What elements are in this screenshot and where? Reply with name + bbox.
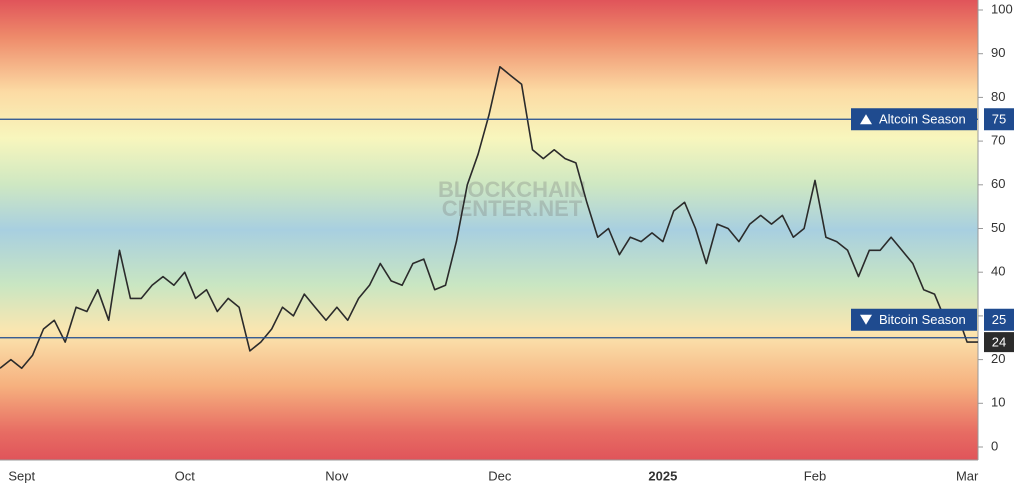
x-tick-label: Feb bbox=[804, 468, 826, 483]
y-tick-label: 100 bbox=[991, 1, 1013, 16]
y-tick-label: 80 bbox=[991, 89, 1005, 104]
reference-label: Altcoin Season bbox=[879, 112, 966, 127]
y-tick-label: 60 bbox=[991, 176, 1005, 191]
last-value-box bbox=[984, 332, 1014, 353]
x-tick-label: Mar bbox=[956, 468, 979, 483]
reference-icon bbox=[860, 114, 872, 125]
reference-value-box bbox=[984, 108, 1014, 131]
data-line bbox=[0, 66, 978, 370]
x-tick-label: Dec bbox=[488, 468, 512, 483]
watermark: CENTER.NET bbox=[442, 196, 583, 221]
plot-background bbox=[0, 0, 978, 460]
reference-value: 75 bbox=[992, 112, 1006, 127]
y-tick-label: 20 bbox=[991, 351, 1005, 366]
y-tick-label: 40 bbox=[991, 264, 1005, 279]
watermark: BLOCKCHAIN bbox=[438, 177, 586, 202]
x-tick-label: Oct bbox=[175, 468, 196, 483]
y-tick-label: 70 bbox=[991, 133, 1005, 148]
reference-icon bbox=[860, 314, 872, 325]
reference-label-box bbox=[851, 108, 977, 131]
reference-value-box bbox=[984, 308, 1014, 331]
last-value-label: 24 bbox=[992, 335, 1006, 350]
y-tick-label: 0 bbox=[991, 438, 998, 453]
reference-label: Bitcoin Season bbox=[879, 312, 966, 327]
y-tick-label: 50 bbox=[991, 220, 1005, 235]
reference-value: 25 bbox=[992, 312, 1006, 327]
x-tick-label: Nov bbox=[325, 468, 349, 483]
y-tick-label: 10 bbox=[991, 395, 1005, 410]
x-tick-label: Sept bbox=[8, 468, 35, 483]
y-tick-label: 90 bbox=[991, 45, 1005, 60]
x-tick-label: 2025 bbox=[648, 468, 677, 483]
reference-label-box bbox=[851, 308, 977, 331]
